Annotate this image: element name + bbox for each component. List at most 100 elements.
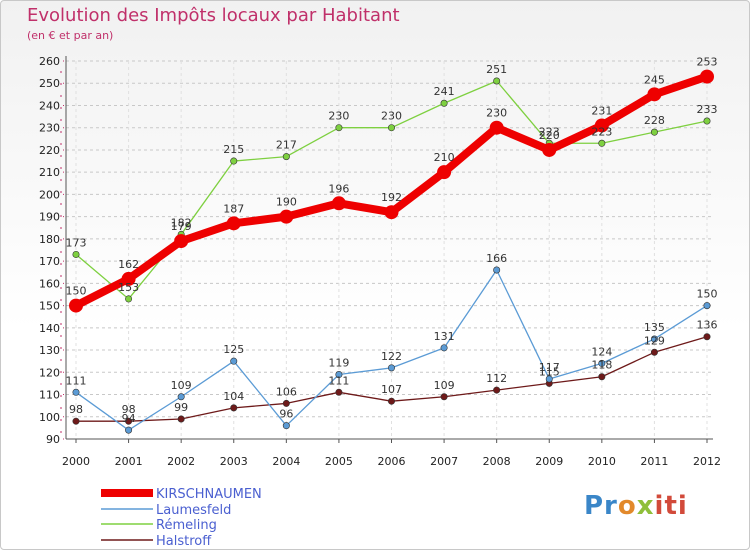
x-tick-label: 2007	[430, 455, 458, 468]
data-label: 119	[328, 357, 349, 370]
data-label: 153	[118, 281, 139, 294]
data-label: 192	[381, 191, 402, 204]
data-point	[545, 375, 553, 383]
legend-label: Laumesfeld	[156, 503, 231, 518]
x-tick-label: 2008	[483, 455, 511, 468]
data-label: 196	[328, 182, 349, 195]
data-label: 230	[486, 107, 507, 120]
data-label: 98	[69, 403, 83, 416]
data-label: 231	[591, 104, 612, 117]
data-point	[282, 422, 290, 430]
data-label: 115	[539, 365, 560, 378]
data-label: 104	[223, 390, 244, 403]
data-label: 230	[328, 110, 349, 123]
data-label: 190	[276, 196, 297, 209]
chart-title: Evolution des Impôts locaux par Habitant	[27, 5, 400, 26]
data-label: 223	[539, 125, 560, 138]
data-point	[703, 117, 711, 125]
data-point	[598, 373, 606, 381]
y-tick-label: 110	[39, 389, 60, 402]
y-tick-label: 180	[39, 233, 60, 246]
y-tick-label: 240	[39, 99, 60, 112]
data-label: 166	[486, 252, 507, 265]
data-label: 96	[279, 408, 293, 421]
data-point	[230, 404, 238, 412]
data-label: 230	[381, 110, 402, 123]
proxiti-logo: Proxiti	[584, 491, 688, 521]
y-tick-label: 100	[39, 411, 60, 424]
data-point	[335, 371, 343, 379]
data-label: 179	[171, 220, 192, 233]
data-label: 109	[171, 379, 192, 392]
series-lines	[69, 69, 714, 434]
data-label: 112	[486, 372, 507, 385]
x-tick-label: 2006	[378, 455, 406, 468]
y-tick-label: 190	[39, 211, 60, 224]
data-point	[387, 364, 395, 372]
y-tick-label: 130	[39, 344, 60, 357]
data-point	[493, 386, 501, 394]
data-point	[121, 271, 136, 286]
y-tick-label: 200	[39, 188, 60, 201]
y-tick-label: 220	[39, 144, 60, 157]
data-label: 187	[223, 202, 244, 215]
data-point	[72, 388, 80, 396]
data-label: 217	[276, 139, 297, 152]
data-label: 251	[486, 63, 507, 76]
data-label: 223	[591, 125, 612, 138]
data-point	[489, 120, 504, 135]
axes: 90 100 110 120 130 140 150 160 170 180 190 200 210 22…	[39, 55, 721, 468]
data-label: 129	[644, 334, 665, 347]
data-label: 124	[591, 345, 612, 358]
data-point	[282, 153, 290, 161]
data-point	[72, 250, 80, 258]
x-tick-label: 2009	[535, 455, 563, 468]
data-point	[384, 205, 399, 220]
y-tick-label: 120	[39, 366, 60, 379]
data-label: 150	[66, 285, 87, 298]
data-point	[279, 209, 294, 224]
data-label: 135	[644, 321, 665, 334]
data-point	[440, 99, 448, 107]
data-point	[335, 124, 343, 132]
data-point	[440, 344, 448, 352]
data-label: 233	[697, 103, 718, 116]
data-point	[440, 393, 448, 401]
x-tick-label: 2010	[588, 455, 616, 468]
data-point	[177, 415, 185, 423]
data-label: 125	[223, 343, 244, 356]
x-tick-label: 2002	[167, 455, 195, 468]
data-label: 241	[434, 85, 455, 98]
data-point	[542, 142, 557, 157]
y-tick-label: 150	[39, 300, 60, 313]
y-tick-label: 170	[39, 255, 60, 268]
data-point	[125, 295, 133, 303]
y-tick-label: 140	[39, 322, 60, 335]
data-point	[598, 139, 606, 147]
data-point	[703, 302, 711, 310]
data-point	[335, 388, 343, 396]
data-label: 210	[434, 151, 455, 164]
legend-label: KIRSCHNAUMEN	[156, 487, 262, 502]
data-point	[177, 393, 185, 401]
y-tick-label: 160	[39, 277, 60, 290]
data-label: 111	[66, 374, 87, 387]
y-tick-label: 250	[39, 77, 60, 90]
data-point	[650, 348, 658, 356]
data-label: 118	[591, 359, 612, 372]
data-point	[493, 266, 501, 274]
chart-subtitle: (en € et par an)	[27, 29, 114, 42]
data-point	[125, 417, 133, 425]
data-labels: 150 162 179 187 190 196 192 210 230 220 231 245 253 1…	[66, 56, 718, 426]
data-label: 111	[328, 374, 349, 387]
data-point	[594, 118, 609, 133]
y-tick-label: 230	[39, 122, 60, 135]
data-point	[700, 69, 714, 84]
data-label: 253	[697, 56, 718, 69]
data-point	[226, 216, 241, 231]
x-tick-label: 2003	[220, 455, 248, 468]
data-label: 94	[122, 412, 136, 425]
x-tick-label: 2004	[272, 455, 300, 468]
